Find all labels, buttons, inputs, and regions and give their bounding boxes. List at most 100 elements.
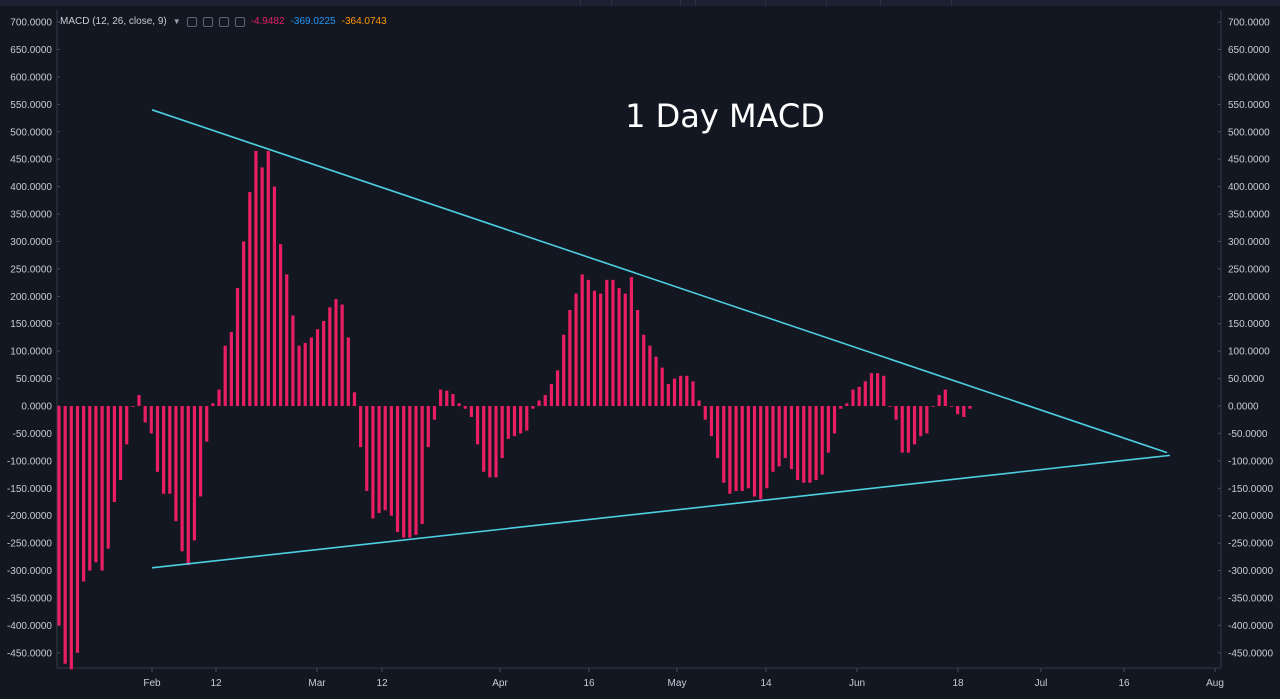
histogram-bar <box>352 392 357 406</box>
more-icon[interactable] <box>218 16 229 27</box>
histogram-bar <box>426 406 430 448</box>
histogram-bar <box>876 373 880 406</box>
settings-icon[interactable] <box>202 16 213 27</box>
histogram-bar <box>888 406 892 407</box>
histogram-bar <box>543 395 547 406</box>
trendline[interactable] <box>151 454 1171 569</box>
chevron-down-icon[interactable]: ▼ <box>172 17 181 26</box>
histogram-bar <box>155 406 160 472</box>
histogram-bar <box>192 406 197 541</box>
y-tick-label-right: 550.0000 <box>1228 100 1270 111</box>
trendline[interactable] <box>151 109 1168 454</box>
histogram-bar <box>759 406 763 500</box>
histogram-bar <box>851 389 855 406</box>
y-tick-label-right: -300.0000 <box>1228 566 1273 577</box>
histogram-bar <box>235 288 240 406</box>
histogram-bar <box>568 310 572 406</box>
histogram-bar <box>229 331 233 406</box>
histogram-bar <box>519 406 523 434</box>
histogram-bar <box>635 310 640 406</box>
histogram-bar <box>746 406 750 489</box>
histogram-bar <box>439 389 443 406</box>
y-tick-label-left: 700.0000 <box>10 18 52 29</box>
y-tick-label-left: 250.0000 <box>10 264 52 275</box>
histogram-bar <box>715 406 720 459</box>
axes-layer: 700.0000 700.0000 650.0000 650.0000 600.0000… <box>7 10 1273 689</box>
histogram-bar <box>432 406 437 420</box>
histogram-bar <box>359 406 363 448</box>
histogram-bar <box>912 406 917 445</box>
histogram-bar <box>617 288 621 406</box>
signal-value: -369.0225 <box>290 16 336 27</box>
histogram-bar <box>149 406 153 434</box>
histogram-bar <box>254 150 258 406</box>
histogram-bar <box>137 395 141 406</box>
histogram-bar <box>956 406 960 415</box>
histogram-bar <box>832 406 837 434</box>
y-tick-label-right: -150.0000 <box>1228 484 1273 495</box>
histogram-bar <box>180 406 184 552</box>
histogram-bar <box>371 406 375 519</box>
y-tick-label-left: 200.0000 <box>10 292 52 303</box>
y-tick-label-left: 500.0000 <box>10 127 52 138</box>
histogram-bar <box>100 406 104 571</box>
y-tick-label-right: 50.0000 <box>1228 374 1265 385</box>
y-tick-label-left: -50.0000 <box>13 429 53 440</box>
x-tick-label: 14 <box>760 678 772 689</box>
x-tick-label: 16 <box>583 678 595 689</box>
histogram-bar <box>389 406 393 516</box>
histogram-bar <box>198 406 203 497</box>
histogram-bar <box>605 279 609 406</box>
histogram-bar <box>414 406 418 535</box>
histogram-bar <box>223 345 227 406</box>
x-tick-label: 12 <box>376 678 388 689</box>
y-tick-label-left: 650.0000 <box>10 45 52 56</box>
histogram-bar <box>697 400 701 406</box>
histogram-bar <box>660 367 664 406</box>
histogram-bar <box>765 406 769 489</box>
y-tick-label-right: 500.0000 <box>1228 127 1270 138</box>
histogram-bar <box>248 192 252 406</box>
trendlines <box>151 109 1171 569</box>
y-tick-label-left: -200.0000 <box>7 511 52 522</box>
histogram-bar <box>623 293 627 406</box>
histogram-bar <box>168 406 172 494</box>
x-tick-label: Apr <box>492 678 508 689</box>
y-tick-label-left: 350.0000 <box>10 210 52 221</box>
histogram-bar <box>943 389 947 406</box>
close-icon[interactable] <box>234 16 245 27</box>
histogram-bar <box>703 406 707 420</box>
histogram-bar <box>217 389 221 406</box>
y-tick-label-right: 150.0000 <box>1228 319 1270 330</box>
histogram-value: -364.0743 <box>341 16 387 27</box>
histogram-bar <box>771 406 775 472</box>
histogram-bar <box>500 406 504 459</box>
y-tick-label-left: 0.0000 <box>21 402 52 413</box>
histogram-bar <box>131 406 135 407</box>
histogram-bar <box>82 406 86 582</box>
histogram-bar <box>125 406 129 445</box>
histogram-bar <box>752 406 757 497</box>
histogram-bar <box>869 373 874 406</box>
y-tick-label-right: -200.0000 <box>1228 511 1273 522</box>
eye-icon[interactable] <box>186 16 197 27</box>
histogram-bar <box>642 334 646 406</box>
y-tick-label-right: 350.0000 <box>1228 210 1270 221</box>
histogram-bar <box>629 277 634 406</box>
histogram-bar <box>937 395 941 406</box>
histogram-bar <box>334 299 338 406</box>
x-tick-label: Jun <box>849 678 865 689</box>
y-tick-label-right: 300.0000 <box>1228 237 1270 248</box>
histogram-bar <box>278 244 283 406</box>
histogram-bar <box>328 307 332 406</box>
histogram-bar <box>94 406 98 563</box>
top-toolbar-strip <box>0 0 1280 6</box>
histogram-bar <box>789 406 794 470</box>
y-tick-label-left: -150.0000 <box>7 484 52 495</box>
y-tick-label-right: 400.0000 <box>1228 182 1270 193</box>
histogram-bar <box>512 406 517 437</box>
histogram-bar <box>488 406 492 478</box>
histogram-bar <box>285 274 289 406</box>
histogram-bar <box>734 406 738 492</box>
